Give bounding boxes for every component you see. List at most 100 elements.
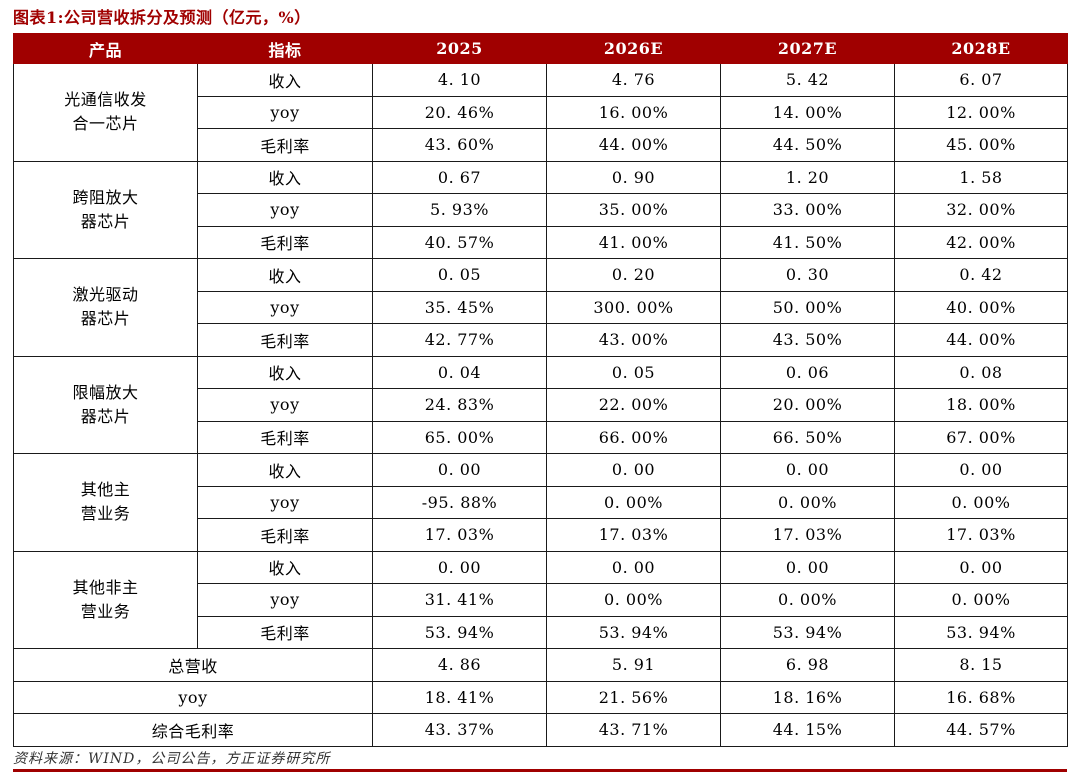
metric-cell: 毛利率 <box>197 420 373 454</box>
table-row: 毛利率 42. 77% 43. 00% 43. 50% 44. 00% <box>14 323 1068 357</box>
table-row: 激光驱动 器芯片 收入 0. 05 0. 20 0. 30 0. 42 <box>13 258 1068 357</box>
summary-label-cell: 总营收 <box>13 648 373 682</box>
summary-row: 总营收 4. 86 5. 91 6. 98 8. 15 <box>13 648 1068 682</box>
table-row: 毛利率 53. 94% 53. 94% 53. 94% 53. 94% <box>14 615 1068 649</box>
table-header-row: 产品 指标 2025 2026E 2027E 2028E <box>13 33 1068 64</box>
table-row: yoy 5. 93% 35. 00% 33. 00% 32. 00% <box>14 193 1068 227</box>
value-cell: 14. 00% <box>720 95 895 129</box>
value-cell: 0. 00 <box>372 550 547 584</box>
value-cell: 0. 00% <box>546 485 721 519</box>
value-cell: 0. 00% <box>894 485 1068 519</box>
product-cell: 激光驱动 器芯片 <box>13 258 198 357</box>
table-row: 限幅放大 器芯片 收入 0. 04 0. 05 0. 06 0. 08 <box>13 355 1068 454</box>
value-cell: 22. 00% <box>546 388 721 422</box>
value-cell: 44. 00% <box>546 128 721 162</box>
col-header-2026e: 2026E <box>546 33 721 64</box>
metric-cell: 收入 <box>197 258 373 292</box>
table-row: 毛利率 43. 60% 44. 00% 44. 50% 45. 00% <box>14 128 1068 162</box>
value-cell: 31. 41% <box>372 583 547 617</box>
metric-cell: 收入 <box>197 160 373 194</box>
value-cell: 0. 00% <box>720 485 895 519</box>
value-cell: 0. 00 <box>372 453 547 487</box>
value-cell: 0. 00% <box>546 583 721 617</box>
value-cell: 0. 00 <box>720 550 895 584</box>
value-cell: 43. 00% <box>546 323 721 357</box>
metric-cell: yoy <box>197 290 373 324</box>
value-cell: 16. 00% <box>546 95 721 129</box>
product-cell: 其他主 营业务 <box>13 453 198 552</box>
product-cell: 其他非主 营业务 <box>13 550 198 649</box>
table-row: yoy 35. 45% 300. 00% 50. 00% 40. 00% <box>14 290 1068 324</box>
value-cell: 67. 00% <box>894 420 1068 454</box>
metric-cell: yoy <box>197 583 373 617</box>
value-cell: 17. 03% <box>720 518 895 552</box>
col-header-2027e: 2027E <box>720 33 895 64</box>
table-row: 其他非主 营业务 收入 0. 00 0. 00 0. 00 0. 00 <box>13 550 1068 649</box>
value-cell: 0. 04 <box>372 355 547 389</box>
value-cell: 1. 20 <box>720 160 895 194</box>
value-cell: 0. 05 <box>372 258 547 292</box>
value-cell: 41. 00% <box>546 225 721 259</box>
value-cell: 40. 57% <box>372 225 547 259</box>
product-cell: 限幅放大 器芯片 <box>13 355 198 454</box>
value-cell: 4. 76 <box>546 63 721 97</box>
metric-cell: 毛利率 <box>197 615 373 649</box>
summary-value-cell: 16. 68% <box>894 680 1068 714</box>
product-cell: 光通信收发 合一芯片 <box>13 63 198 162</box>
summary-value-cell: 8. 15 <box>894 648 1068 682</box>
value-cell: 0. 08 <box>894 355 1068 389</box>
value-cell: 53. 94% <box>546 615 721 649</box>
value-cell: 0. 00 <box>720 453 895 487</box>
value-cell: 44. 50% <box>720 128 895 162</box>
value-cell: 0. 00% <box>894 583 1068 617</box>
value-cell: 0. 20 <box>546 258 721 292</box>
revenue-forecast-table: 产品 指标 2025 2026E 2027E 2028E 光通信收发 合一芯片 收入… <box>13 33 1068 747</box>
table-row: yoy 31. 41% 0. 00% 0. 00% 0. 00% <box>14 583 1068 617</box>
metric-cell: 毛利率 <box>197 128 373 162</box>
summary-value-cell: 44. 15% <box>720 713 895 747</box>
value-cell: 12. 00% <box>894 95 1068 129</box>
value-cell: -95. 88% <box>372 485 547 519</box>
table-row: 跨阻放大 器芯片 收入 0. 67 0. 90 1. 20 1. 58 <box>13 160 1068 259</box>
value-cell: 17. 03% <box>372 518 547 552</box>
value-cell: 0. 00% <box>720 583 895 617</box>
summary-value-cell: 43. 71% <box>546 713 721 747</box>
value-cell: 0. 06 <box>720 355 895 389</box>
summary-value-cell: 18. 41% <box>372 680 547 714</box>
value-cell: 0. 00 <box>546 453 721 487</box>
value-cell: 0. 00 <box>894 550 1068 584</box>
value-cell: 32. 00% <box>894 193 1068 227</box>
value-cell: 0. 42 <box>894 258 1068 292</box>
value-cell: 5. 93% <box>372 193 547 227</box>
metric-cell: 毛利率 <box>197 323 373 357</box>
metric-cell: 毛利率 <box>197 518 373 552</box>
value-cell: 50. 00% <box>720 290 895 324</box>
value-cell: 53. 94% <box>372 615 547 649</box>
summary-value-cell: 43. 37% <box>372 713 547 747</box>
value-cell: 17. 03% <box>894 518 1068 552</box>
value-cell: 0. 30 <box>720 258 895 292</box>
value-cell: 20. 00% <box>720 388 895 422</box>
value-cell: 0. 90 <box>546 160 721 194</box>
value-cell: 42. 00% <box>894 225 1068 259</box>
col-header-metric: 指标 <box>197 33 373 64</box>
col-header-2028e: 2028E <box>894 33 1068 64</box>
value-cell: 44. 00% <box>894 323 1068 357</box>
value-cell: 53. 94% <box>894 615 1068 649</box>
value-cell: 43. 50% <box>720 323 895 357</box>
value-cell: 65. 00% <box>372 420 547 454</box>
metric-cell: yoy <box>197 485 373 519</box>
value-cell: 66. 50% <box>720 420 895 454</box>
metric-cell: 收入 <box>197 63 373 97</box>
summary-value-cell: 21. 56% <box>546 680 721 714</box>
metric-cell: yoy <box>197 193 373 227</box>
col-header-2025: 2025 <box>372 33 547 64</box>
value-cell: 0. 00 <box>894 453 1068 487</box>
value-cell: 4. 10 <box>372 63 547 97</box>
metric-cell: yoy <box>197 95 373 129</box>
value-cell: 0. 00 <box>546 550 721 584</box>
value-cell: 5. 42 <box>720 63 895 97</box>
value-cell: 35. 45% <box>372 290 547 324</box>
figure-title: 图表1:公司营收拆分及预测（亿元，%） <box>13 8 311 27</box>
metric-cell: 收入 <box>197 550 373 584</box>
